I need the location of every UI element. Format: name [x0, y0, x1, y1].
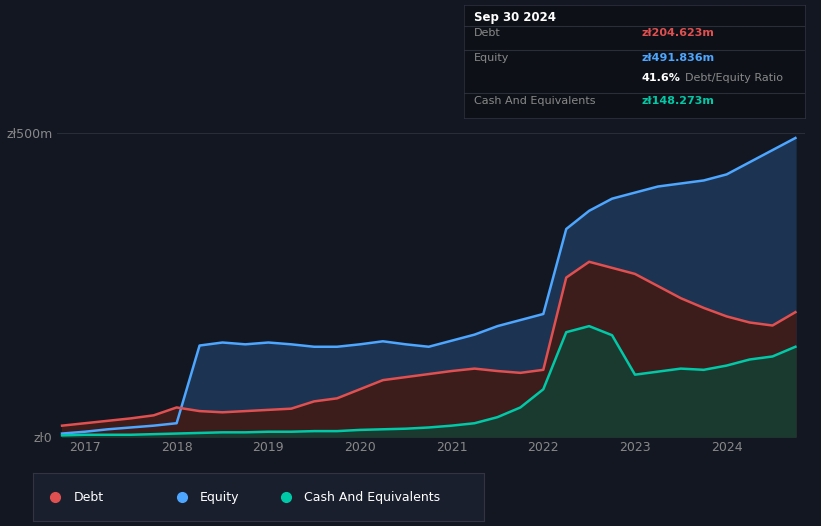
Text: Cash And Equivalents: Cash And Equivalents — [304, 491, 440, 503]
Text: Equity: Equity — [200, 491, 240, 503]
Text: zł148.273m: zł148.273m — [641, 96, 714, 106]
Text: zł204.623m: zł204.623m — [641, 28, 714, 38]
Text: Debt: Debt — [474, 28, 501, 38]
Text: Debt/Equity Ratio: Debt/Equity Ratio — [686, 73, 783, 83]
Text: Debt: Debt — [74, 491, 103, 503]
Text: Equity: Equity — [474, 53, 510, 63]
Text: Sep 30 2024: Sep 30 2024 — [474, 11, 556, 24]
Text: zł491.836m: zł491.836m — [641, 53, 714, 63]
Text: Cash And Equivalents: Cash And Equivalents — [474, 96, 595, 106]
Text: 41.6%: 41.6% — [641, 73, 680, 83]
